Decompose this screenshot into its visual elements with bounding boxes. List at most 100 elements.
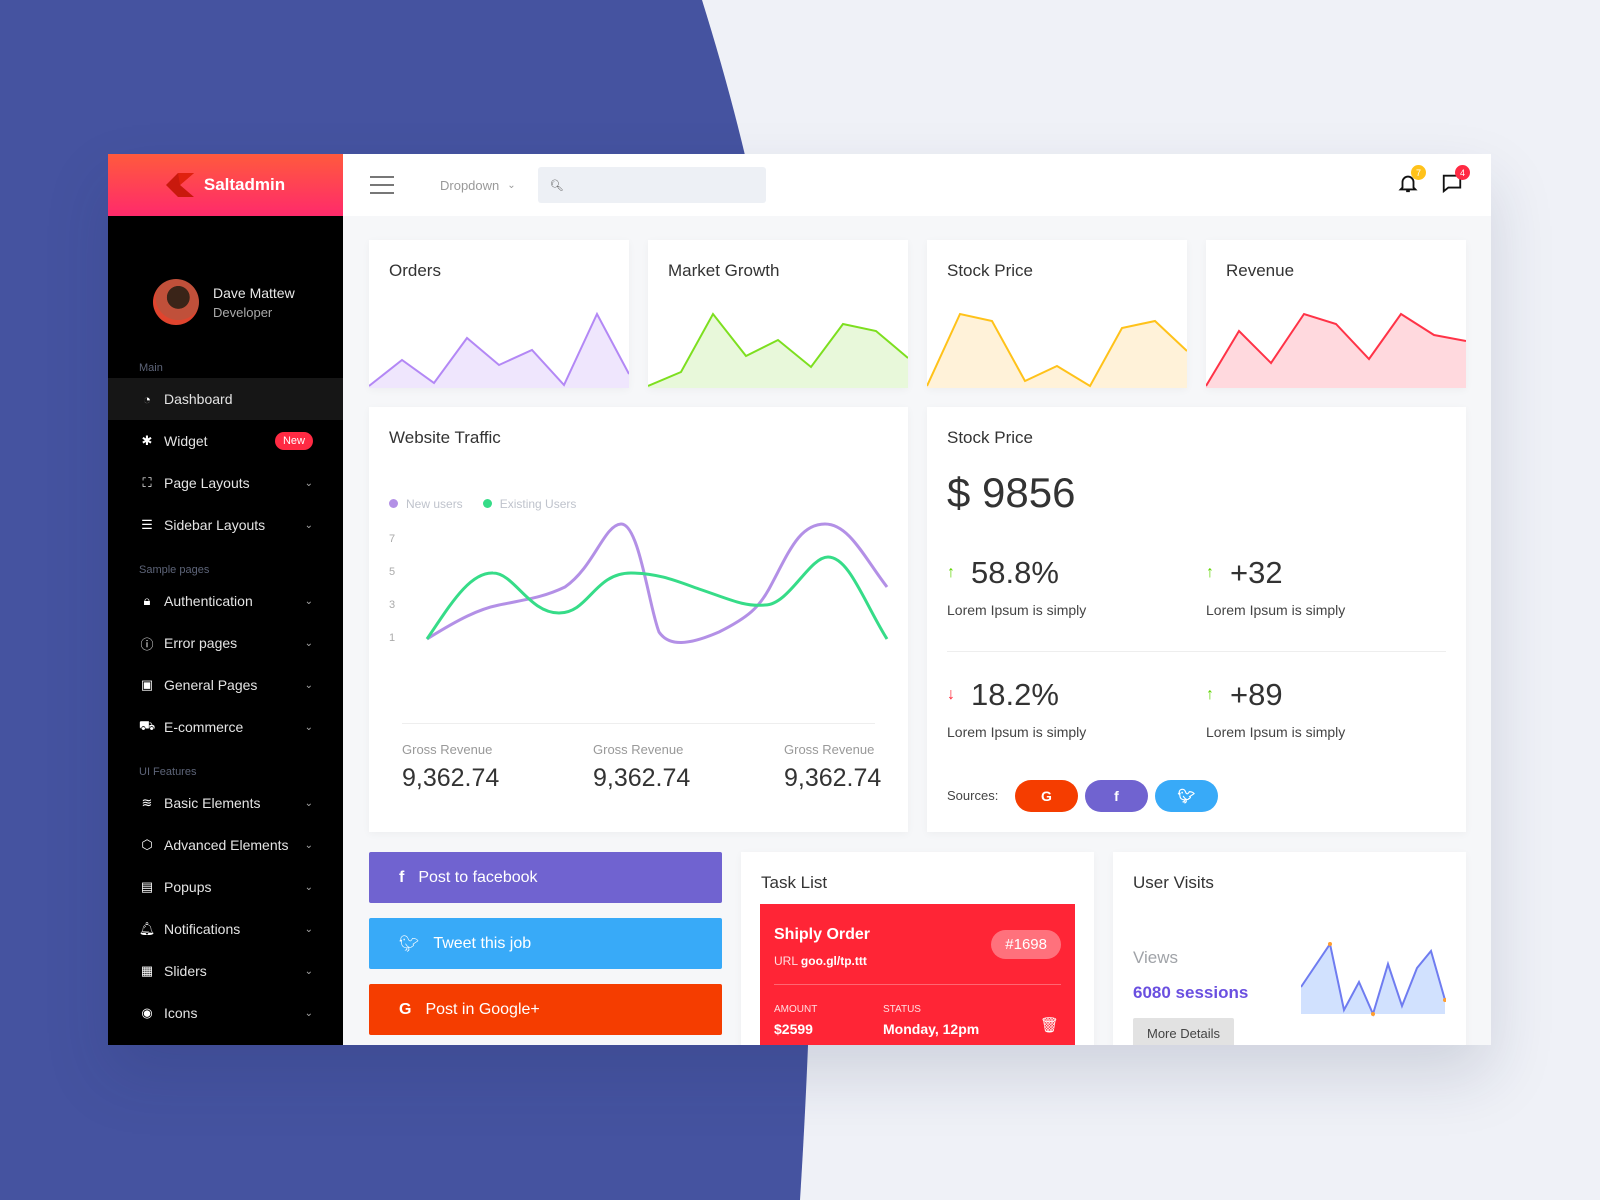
stat-3: ↓ 18.2% [947,677,1059,712]
source-google-button[interactable]: G [1015,780,1078,812]
gross-revenue-value: 9,362.74 [402,764,500,792]
task-id-badge: #1698 [991,930,1061,959]
sidebar-item-popups[interactable]: ▤ Popups ⌄ [140,879,313,895]
messages-button[interactable]: 4 [1441,165,1470,194]
sidebar-item-basic-elements[interactable]: ≋ Basic Elements ⌄ [108,782,343,824]
chevron-down-icon: ⌄ [304,721,313,733]
arrow-up-icon: ↑ [1206,686,1214,703]
revenue-card: Revenue [1206,240,1466,388]
sidebar-item-authentication[interactable]: 🔒︎ Authentication ⌄ [108,580,343,622]
sidebar-item-advanced-elements[interactable]: ⬡ Advanced Elements ⌄ [108,824,343,866]
sidebar-item-sidebar-layouts[interactable]: ☰ Sidebar Layouts ⌄ [108,504,343,546]
user-profile[interactable]: Dave Mattew Developer [108,216,343,346]
gross-revenue-value: 9,362.74 [784,764,882,792]
tweet-job-button[interactable]: 🐦︎ Tweet this job [369,918,722,969]
dashboard-icon: ◔ [143,391,151,407]
chevron-down-icon: ⌄ [304,519,313,531]
divider [947,651,1446,652]
orders-chart [369,311,629,388]
header-dropdown[interactable]: Dropdown ⌄ [440,177,516,193]
google-icon: G [399,1000,412,1018]
notifications-button[interactable]: 7 [1397,165,1426,194]
y-tick: 5 [389,566,396,578]
sidebar-item-icons[interactable]: ◉ Icons ⌄ [108,992,343,1034]
sidebar-item-dashboard[interactable]: ◔ Dashboard [108,378,343,420]
stock-price-mini-card: Stock Price [927,240,1187,388]
sidebar-item-ecommerce[interactable]: ⛟ E-commerce ⌄ [138,718,313,735]
arrow-down-icon: ↓ [947,686,955,703]
user-visits-card: User Visits Views 6080 sessions More Det… [1113,852,1466,1045]
menu-toggle-icon[interactable] [370,176,394,194]
cube-icon: ⬡ [141,837,153,852]
chevron-logo-icon [165,173,194,197]
sidebar-item-sliders[interactable]: ▦ Sliders ⌄ [140,963,313,979]
layers-icon: ≋ [141,795,153,810]
stat-label: Lorem Ipsum is simply [947,602,1087,618]
sidebar-item-notifications[interactable]: 🔔︎ Notifications ⌄ [138,921,313,937]
stat-label: Lorem Ipsum is simply [947,724,1087,740]
task-item[interactable]: Shiply Order URL goo.gl/tp.ttt #1698 AMO… [760,904,1075,1045]
market-growth-card: Market Growth [648,240,908,388]
cart-icon: ⛟ [138,718,156,733]
post-facebook-button[interactable]: f Post to facebook [369,852,722,903]
dashboard-window: Saltadmin Dave Mattew Developer Main ◔ Da… [108,154,1491,1045]
card-title: Market Growth [668,261,780,280]
trash-icon[interactable]: 🗑︎ [1039,1017,1059,1034]
task-amount: $2599 [774,1021,813,1037]
card-title: Website Traffic [389,428,501,447]
profile-role: Developer [213,304,273,320]
chevron-down-icon: ⌄ [507,179,516,191]
chevron-down-icon: ⌄ [304,923,313,935]
sidebar-item-widget[interactable]: ✱ Widget New [108,420,343,462]
chevron-down-icon: ⌄ [304,637,313,649]
sidebar-item-general-pages[interactable]: ▣ General Pages ⌄ [140,677,313,693]
expand-icon: ⛶ [142,475,152,490]
gross-revenue-label: Gross Revenue [784,742,875,757]
brand-name: Saltadmin [203,175,286,194]
frame-icon: ▣ [140,677,154,692]
brand-header[interactable]: Saltadmin [108,154,343,216]
gross-revenue-label: Gross Revenue [593,742,684,757]
list-icon: ☰ [141,517,153,532]
bell-icon: 🔔︎ [138,921,156,936]
lock-icon: 🔒︎ [143,593,151,608]
top-header: Dropdown ⌄ 🔍︎ 7 4 [343,154,1491,216]
post-google-button[interactable]: G Post in Google+ [369,984,722,1035]
card-title: Task List [761,873,828,892]
user-visits-chart [1301,942,1446,1017]
stat-1: ↑ 58.8% [947,555,1059,590]
sidebar-item-page-layouts[interactable]: ⛶ Page Layouts ⌄ [108,462,343,504]
chevron-down-icon: ⌄ [304,477,313,489]
facebook-icon: f [399,868,405,886]
orders-card: Orders [369,240,629,388]
card-title: Stock Price [947,428,1033,447]
chevron-down-icon: ⌄ [304,797,313,809]
section-main: Main [139,362,163,374]
source-twitter-button[interactable]: 🐦︎ [1155,780,1218,812]
traffic-line-chart [425,522,889,644]
y-tick: 3 [389,599,396,611]
y-tick: 7 [389,533,396,545]
gross-revenue-label: Gross Revenue [402,742,493,757]
revenue-chart [1206,312,1466,388]
stock-price-mini-chart [927,312,1187,388]
notification-badge: 7 [1411,165,1426,180]
message-badge: 4 [1455,165,1470,180]
legend-existing-users[interactable]: Existing Users [482,497,576,511]
stat-2: ↑ +32 [1206,555,1283,590]
source-facebook-button[interactable]: f [1085,780,1148,812]
circle-dot-icon: ◉ [141,1005,153,1020]
stat-label: Lorem Ipsum is simply [1206,602,1346,618]
more-details-button[interactable]: More Details [1133,1018,1234,1045]
sidebar: Saltadmin Dave Mattew Developer Main ◔ Da… [108,154,343,1045]
alert-circle-icon: ⓘ [140,636,154,652]
legend-new-users[interactable]: New users [389,497,463,511]
chevron-down-icon: ⌄ [304,839,313,851]
new-badge: New [274,432,313,450]
card-title: Stock Price [947,261,1033,280]
search-icon: 🔍︎ [549,179,564,192]
chevron-down-icon: ⌄ [304,965,313,977]
sessions-count: 6080 sessions [1133,983,1249,1002]
sidebar-item-error-pages[interactable]: ⓘ Error pages ⌄ [140,635,313,652]
search-input[interactable]: 🔍︎ [537,167,766,203]
